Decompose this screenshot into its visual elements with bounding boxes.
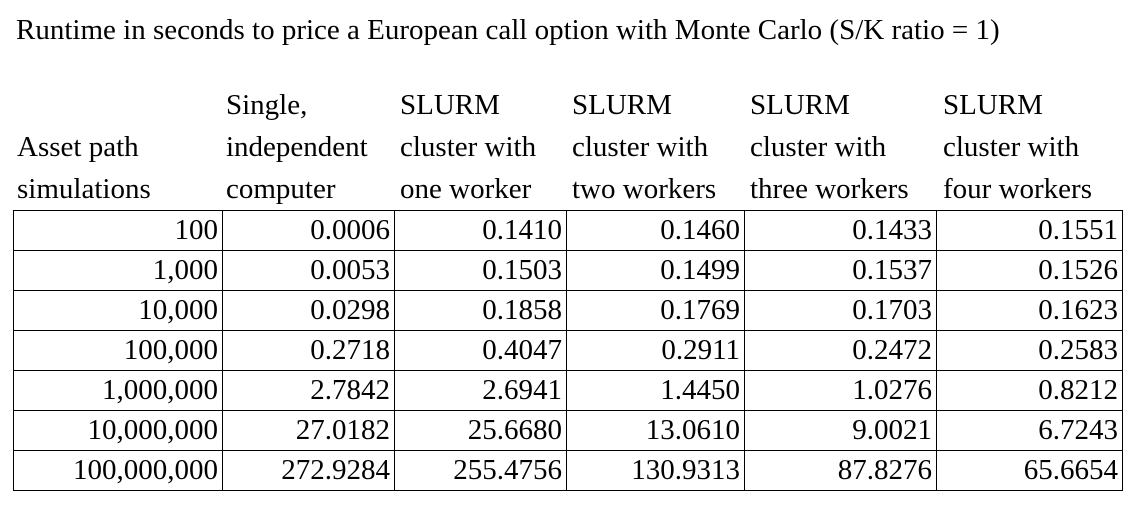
runtime-cell: 0.1499 (566, 250, 745, 291)
runtime-cell: 0.4047 (394, 330, 567, 371)
column-header-line: SLURM (572, 89, 672, 121)
runtime-cell: 25.6680 (394, 410, 567, 451)
column-header-line: SLURM (943, 89, 1043, 121)
simulations-cell: 100,000,000 (13, 450, 223, 491)
column-header-line: Asset path (17, 131, 139, 163)
column-header-5: SLURM cluster with three workers (750, 84, 909, 210)
runtime-cell: 0.1551 (936, 210, 1123, 251)
runtime-cell: 0.2718 (222, 330, 395, 371)
column-header-6: SLURM cluster with four workers (943, 84, 1092, 210)
runtime-cell: 0.1537 (744, 250, 937, 291)
runtime-cell: 65.6654 (936, 450, 1123, 491)
table-header: Asset path simulations Single, independent c… (0, 0, 1135, 210)
runtime-cell: 6.7243 (936, 410, 1123, 451)
column-header-line: cluster with (572, 131, 709, 163)
runtime-cell: 0.1526 (936, 250, 1123, 291)
runtime-cell: 1.0276 (744, 370, 937, 411)
runtime-cell: 0.1460 (566, 210, 745, 251)
table-body: 100 0.0006 0.1410 0.1460 0.1433 0.1551 1,000 0.… (13, 210, 1123, 491)
runtime-cell: 2.7842 (222, 370, 395, 411)
runtime-cell: 0.2911 (566, 330, 745, 371)
column-header-line: independent (226, 131, 368, 163)
runtime-cell: 0.0006 (222, 210, 395, 251)
column-header-line: computer (226, 173, 336, 205)
column-header-line: one worker (400, 173, 532, 205)
runtime-cell: 0.1433 (744, 210, 937, 251)
runtime-cell: 0.1503 (394, 250, 567, 291)
simulations-cell: 10,000,000 (13, 410, 223, 451)
column-header-line: cluster with (750, 131, 887, 163)
runtime-cell: 0.1623 (936, 290, 1123, 331)
simulations-cell: 100 (13, 210, 223, 251)
runtime-cell: 0.1703 (744, 290, 937, 331)
table-row: 10,000,000 27.0182 25.6680 13.0610 9.0021 6.7… (13, 410, 1123, 451)
column-header-line: cluster with (400, 131, 537, 163)
table-row: 1,000 0.0053 0.1503 0.1499 0.1537 0.1526 (13, 250, 1123, 291)
table-title: Runtime in seconds to price a European c… (16, 14, 1000, 46)
table-row: 100,000 0.2718 0.4047 0.2911 0.2472 0.2583 (13, 330, 1123, 371)
column-header-line: two workers (572, 173, 717, 205)
runtime-cell: 9.0021 (744, 410, 937, 451)
column-header-line: three workers (750, 173, 909, 205)
column-header-line: SLURM (400, 89, 500, 121)
column-header-line: cluster with (943, 131, 1080, 163)
column-header-line: SLURM (750, 89, 850, 121)
runtime-cell: 1.4450 (566, 370, 745, 411)
simulations-cell: 10,000 (13, 290, 223, 331)
column-header-1: Asset path simulations (17, 84, 151, 210)
table-row: 100,000,000 272.9284 255.4756 130.9313 87.82… (13, 450, 1123, 491)
table-row: 10,000 0.0298 0.1858 0.1769 0.1703 0.1623 (13, 290, 1123, 331)
column-header-2: Single, independent computer (226, 84, 368, 210)
runtime-cell: 272.9284 (222, 450, 395, 491)
simulations-cell: 1,000 (13, 250, 223, 291)
column-header-line: four workers (943, 173, 1092, 205)
runtime-cell: 0.0298 (222, 290, 395, 331)
runtime-cell: 130.9313 (566, 450, 745, 491)
column-header-4: SLURM cluster with two workers (572, 84, 716, 210)
column-header-line: simulations (17, 173, 151, 205)
simulations-cell: 100,000 (13, 330, 223, 371)
runtime-cell: 0.1769 (566, 290, 745, 331)
runtime-cell: 0.8212 (936, 370, 1123, 411)
runtime-cell: 0.0053 (222, 250, 395, 291)
runtime-cell: 0.2583 (936, 330, 1123, 371)
runtime-cell: 0.1858 (394, 290, 567, 331)
runtime-cell: 0.2472 (744, 330, 937, 371)
runtime-cell: 27.0182 (222, 410, 395, 451)
runtime-cell: 0.1410 (394, 210, 567, 251)
column-header-line: Single, (226, 89, 308, 121)
table-row: 1,000,000 2.7842 2.6941 1.4450 1.0276 0.8212 (13, 370, 1123, 411)
runtime-cell: 87.8276 (744, 450, 937, 491)
runtime-cell: 255.4756 (394, 450, 567, 491)
runtime-table: 100 0.0006 0.1410 0.1460 0.1433 0.1551 1,000 0.… (13, 210, 1123, 491)
table-row: 100 0.0006 0.1410 0.1460 0.1433 0.1551 (13, 210, 1123, 251)
runtime-cell: 13.0610 (566, 410, 745, 451)
runtime-cell: 2.6941 (394, 370, 567, 411)
simulations-cell: 1,000,000 (13, 370, 223, 411)
column-header-3: SLURM cluster with one worker (400, 84, 536, 210)
